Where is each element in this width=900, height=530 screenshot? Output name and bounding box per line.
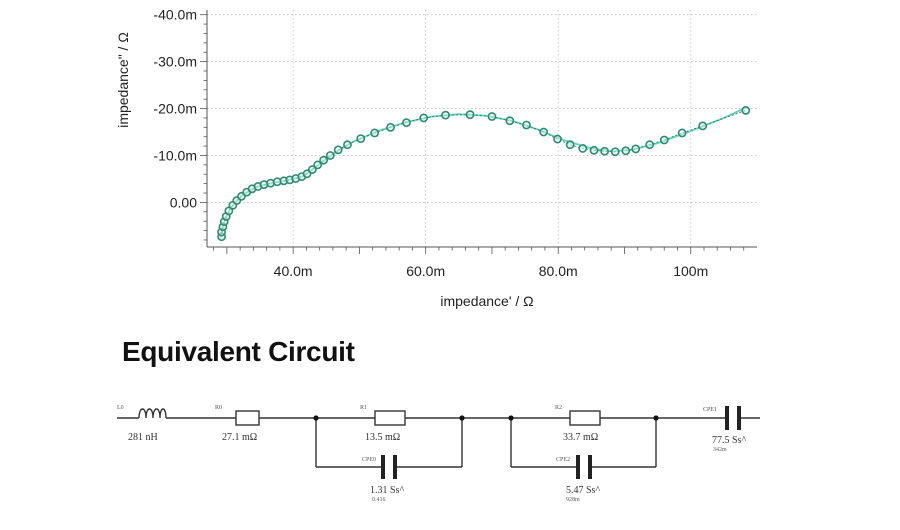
data-point (610, 147, 620, 157)
circuit-title: Equivalent Circuit (122, 336, 355, 367)
data-point (307, 165, 317, 174)
data-point (600, 146, 609, 156)
y-axis-label: impedance" / Ω (115, 32, 131, 128)
y-tick-label: 0.00 (170, 194, 197, 210)
data-point (333, 145, 343, 155)
equivalent-circuit-diagram: L0 281 nH R0 27.1 mΩ R1 13.5 mΩ CPE0 1.3… (117, 405, 760, 503)
cpe2-element (576, 455, 592, 479)
y-tick-label: -30.0m (153, 54, 197, 70)
cpe1-exponent: 342m (713, 447, 727, 453)
data-point (741, 106, 751, 115)
grid (207, 10, 757, 247)
cpe0-element (381, 455, 397, 479)
junction-dot (313, 415, 319, 421)
cpe1-element (725, 406, 741, 430)
data-point (441, 110, 450, 120)
x-tick-label: 100m (673, 263, 708, 279)
x-axis-label: impedance' / Ω (440, 293, 533, 309)
l0-name: L0 (117, 405, 124, 411)
y-tick-label: -20.0m (153, 101, 197, 117)
nyquist-plot: 40.0m 60.0m 80.0m 100m 0.00 -10.0m -20.0m -30.… (115, 7, 757, 309)
cpe1-value: 77.5 Ss^ (712, 435, 746, 446)
data-point (402, 118, 411, 128)
data-point (419, 113, 429, 123)
resistor-r0 (235, 410, 260, 426)
data-point (539, 127, 549, 137)
data-point (505, 116, 515, 126)
r1-name: R1 (360, 405, 367, 411)
r2-value: 33.7 mΩ (563, 432, 598, 443)
resistor-r2 (569, 410, 601, 426)
data-point (645, 140, 655, 150)
r0-name: R0 (215, 405, 222, 411)
y-tick-labels: 0.00 -10.0m -20.0m -30.0m -40.0m (153, 7, 197, 211)
x-tick-label: 80.0m (539, 263, 578, 279)
x-tick-label: 40.0m (274, 263, 313, 279)
junction-dot (508, 415, 514, 421)
data-point (386, 122, 395, 132)
data-point (487, 112, 497, 121)
junction-dot (653, 415, 659, 421)
cpe1-name: CPE1 (703, 407, 717, 413)
resistor-r1 (374, 410, 406, 426)
data-point (589, 145, 599, 155)
data-point (370, 128, 380, 138)
data-point (621, 146, 631, 156)
junction-dot (459, 415, 465, 421)
l0-value: 281 nH (128, 432, 158, 443)
y-tick-label: -10.0m (153, 147, 197, 163)
data-point (313, 160, 323, 170)
data-point (698, 121, 708, 131)
data-point (553, 134, 562, 144)
x-tick-labels: 40.0m 60.0m 80.0m 100m (274, 263, 709, 279)
inductor-l0 (138, 408, 167, 419)
fit-line-series (219, 106, 748, 239)
data-point (343, 140, 352, 150)
data-point (319, 155, 329, 165)
fit-line (219, 106, 748, 239)
cpe0-exponent: 0.416 (372, 497, 386, 503)
r1-value: 13.5 mΩ (365, 432, 400, 443)
minor-ticks (200, 14, 745, 254)
cpe2-name: CPE2 (556, 457, 570, 463)
data-point (631, 144, 641, 154)
y-tick-label: -40.0m (153, 7, 197, 23)
measured-points-series (217, 106, 751, 242)
cpe2-value: 5.47 Ss^ (566, 485, 600, 496)
cpe2-exponent: 928m (566, 497, 580, 503)
data-point (521, 120, 531, 130)
data-point (578, 144, 588, 153)
data-point (677, 128, 687, 138)
data-point (224, 206, 234, 216)
cpe0-name: CPE0 (362, 457, 376, 463)
data-point (356, 134, 366, 143)
axes (206, 10, 757, 248)
r0-value: 27.1 mΩ (222, 432, 257, 443)
data-point (565, 140, 575, 150)
cpe0-value: 1.31 Ss^ (370, 485, 404, 496)
data-point (465, 110, 475, 120)
x-tick-label: 60.0m (406, 263, 445, 279)
data-point (325, 151, 335, 160)
r2-name: R2 (555, 405, 562, 411)
data-point (659, 135, 669, 145)
